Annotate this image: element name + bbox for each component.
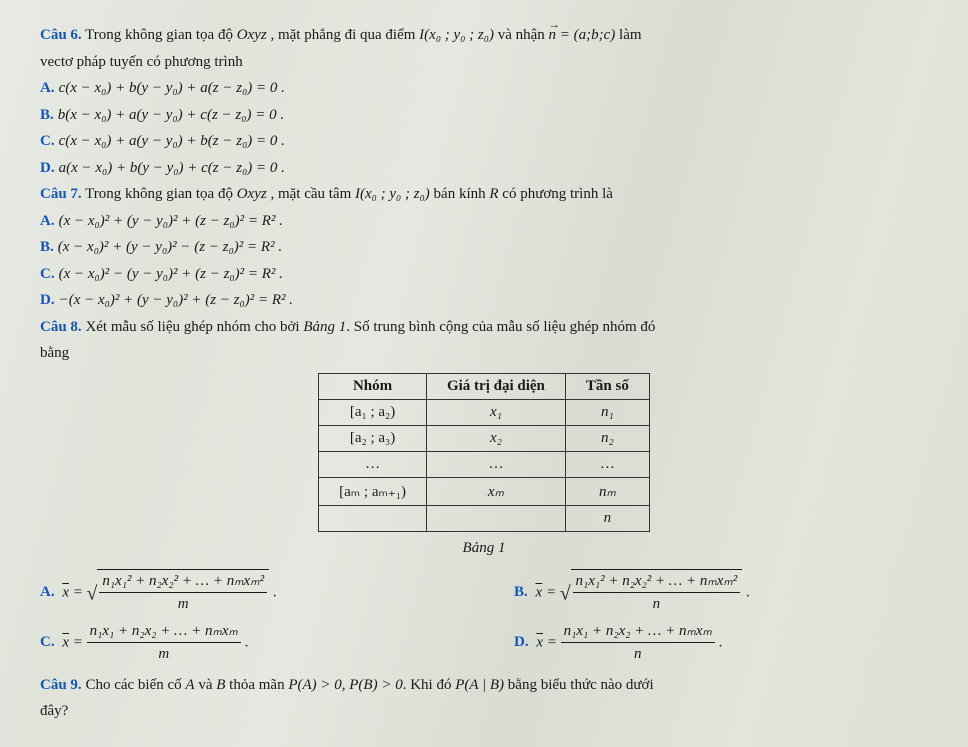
q6-stem: Câu 6. Trong không gian tọa độ Oxyz , mặ… [40,24,928,47]
q7-label: Câu 7. [40,186,82,202]
q6-optB: B.b(x − x₀) + a(y − y₀) + c(z − z₀) = 0 … [40,104,928,127]
q6-t2: , mặt phẳng đi qua điểm [267,27,419,43]
q7-optB: B.(x − x₀)² + (y − y₀)² − (z − z₀)² = R²… [40,236,928,259]
q6-t1: Trong không gian tọa độ [85,27,237,43]
q8-label: Câu 8. [40,319,82,335]
q7-optC: C.(x − x₀)² − (y − y₀)² + (z − z₀)² = R²… [40,263,928,286]
col-giatri: Giá trị đại diện [426,373,565,399]
q8-options: A. x = √n₁x₁² + n₂x₂² + … + nₘxₘ²m . C. … [40,565,928,670]
q8-optD: D. x = n₁x₁ + n₂x₂ + … + nₘxₘn . [514,620,928,666]
q6-stem2: vectơ pháp tuyến có phương trình [40,51,928,74]
q6-vecval: = (a;b;c) [556,27,615,43]
q6-label: Câu 6. [40,27,82,43]
q8-caption: Bảng 1 [40,540,928,557]
q6-optC: C.c(x − x₀) + a(y − y₀) + b(z − z₀) = 0 … [40,130,928,153]
table-row: [a₁ ; a₂)x₁n₁ [319,399,650,425]
q8-table: Nhóm Giá trị đại diện Tần số [a₁ ; a₂)x₁… [318,373,650,532]
table-row: n [319,505,650,531]
q9-stem2: đây? [40,700,928,723]
table-row: ……… [319,451,650,477]
q8-optA: A. x = √n₁x₁² + n₂x₂² + … + nₘxₘ²m . [40,569,454,616]
q9-label: Câu 9. [40,677,82,693]
q8-optB: B. x = √n₁x₁² + n₂x₂² + … + nₘxₘ²n . [514,569,928,616]
q7-optA: A.(x − x₀)² + (y − y₀)² + (z − z₀)² = R²… [40,210,928,233]
q7-stem: Câu 7. Trong không gian tọa độ Oxyz , mặ… [40,183,928,206]
q8-optC: C. x = n₁x₁ + n₂x₂ + … + nₘxₘm . [40,620,454,666]
table-row: [a₂ ; a₃)x₂n₂ [319,425,650,451]
q6-oxyz: Oxyz [237,27,267,43]
q9-stem: Câu 9. Cho các biến cố A và B thỏa mãn P… [40,674,928,697]
q8-stem2: bằng [40,342,928,365]
table-header-row: Nhóm Giá trị đại diện Tần số [319,373,650,399]
q6-t3: và nhận [494,27,549,43]
col-tanso: Tần số [565,373,649,399]
q7-optD: D.−(x − x₀)² + (y − y₀)² + (z − z₀)² = R… [40,289,928,312]
q6-point: I(x₀ ; y₀ ; z₀) [419,27,494,43]
q6-optD: D.a(x − x₀) + b(y − y₀) + c(z − z₀) = 0 … [40,157,928,180]
q6-t4: làm [615,27,641,43]
q6-vec: n [549,27,557,43]
q8-stem: Câu 8. Xét mẫu số liệu ghép nhóm cho bởi… [40,316,928,339]
table-row: [aₘ ; aₘ₊₁)xₘnₘ [319,477,650,505]
col-nhom: Nhóm [319,373,427,399]
q6-optA: A.c(x − x₀) + b(y − y₀) + a(z − z₀) = 0 … [40,77,928,100]
